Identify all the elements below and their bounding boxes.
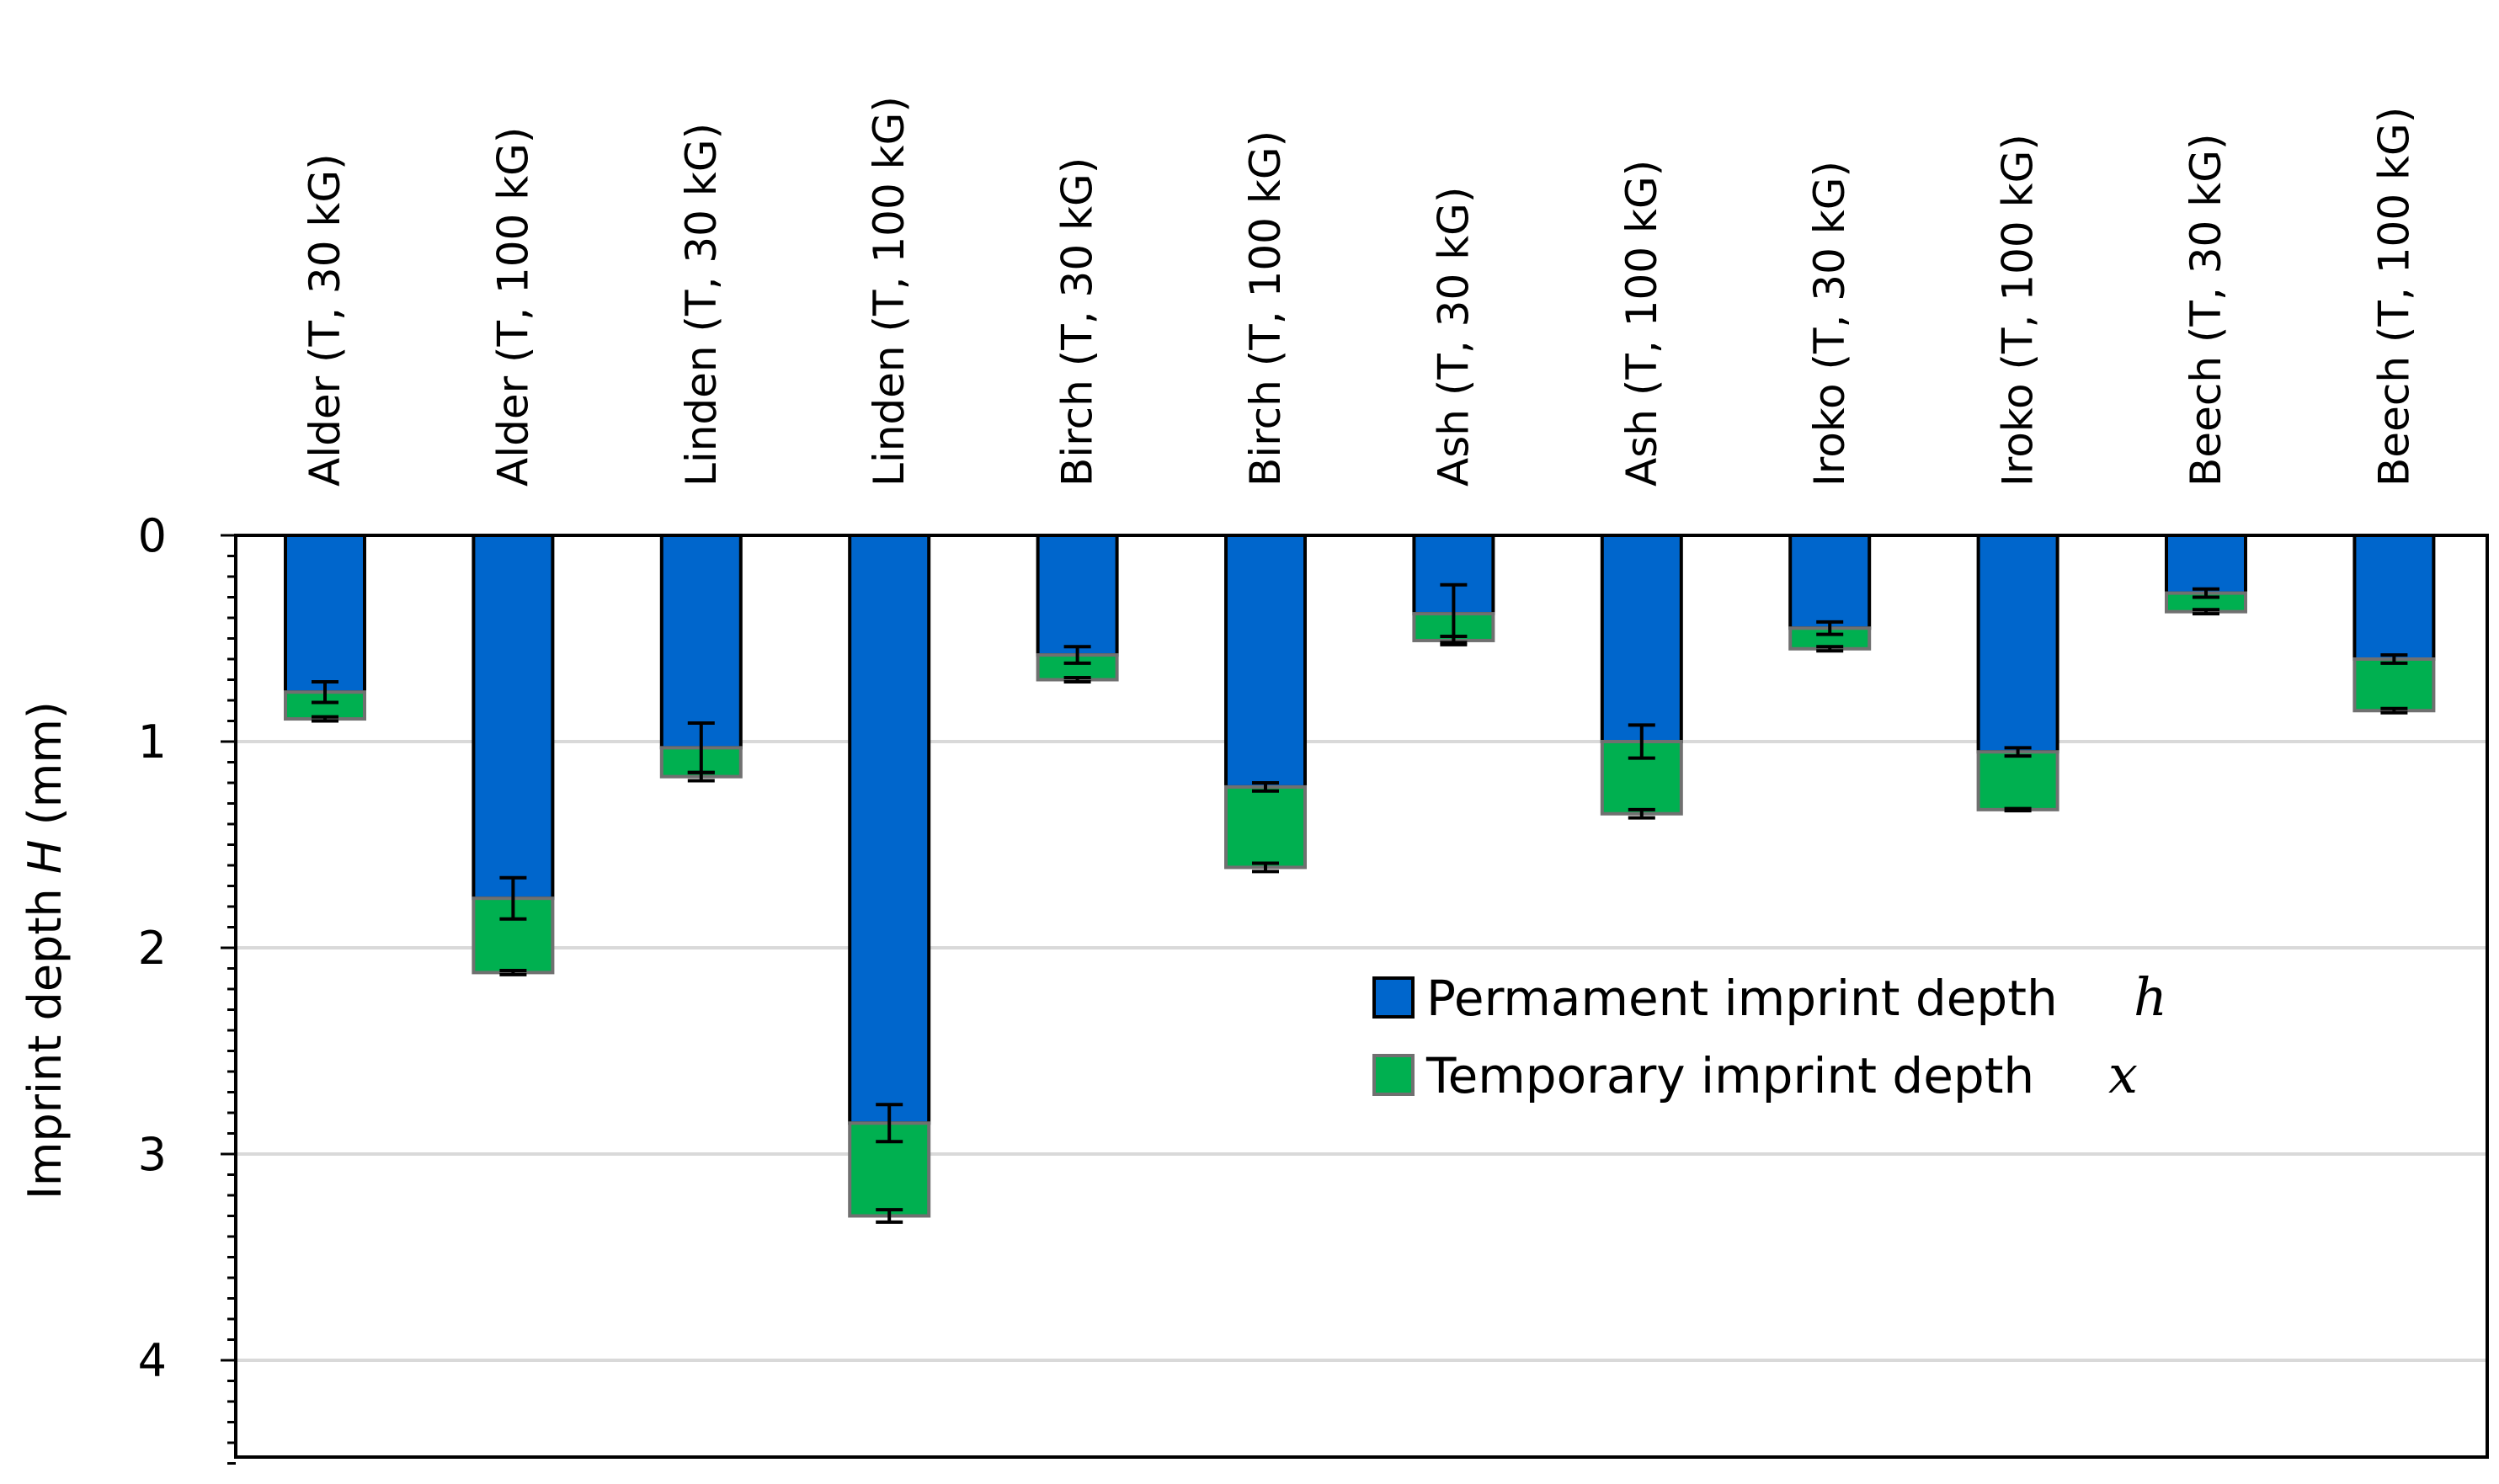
category-label-11: Beech (T, 100 kG) — [2369, 107, 2418, 487]
error-bars — [312, 582, 2408, 1224]
y-tick-label-4: 4 — [138, 1334, 167, 1387]
bar-permanent-10 — [2165, 534, 2247, 595]
error-bar-permanent-3 — [876, 1103, 903, 1144]
error-bar-total-6 — [1440, 635, 1468, 646]
error-bar-total-10 — [2193, 608, 2219, 616]
category-label-0: Alder (T, 30 kG) — [301, 153, 349, 487]
legend-swatch-temporary — [1372, 1054, 1415, 1096]
error-bar-total-11 — [2380, 706, 2408, 715]
error-bar-permanent-5 — [1252, 781, 1279, 793]
error-bar-total-7 — [1628, 807, 1655, 820]
bar-permanent-4 — [1036, 534, 1119, 657]
legend-symbol-x: x — [2108, 1044, 2138, 1105]
bar-permanent-0 — [284, 534, 366, 694]
bar-temporary-11 — [2352, 657, 2436, 713]
legend-symbol-h: h — [2134, 966, 2167, 1028]
error-bar-total-5 — [1252, 861, 1279, 874]
y-tick-label-3: 3 — [138, 1128, 167, 1181]
legend-swatch-permanent — [1372, 976, 1415, 1019]
y-axis: 0 1 2 3 4 — [138, 509, 236, 1465]
error-bar-total-4 — [1063, 676, 1091, 683]
y-tick-label-2: 2 — [138, 922, 167, 975]
category-label-3: Linden (T, 100 kG) — [865, 96, 914, 487]
plot-frame — [234, 534, 2489, 1459]
bar-temporary-5 — [1224, 785, 1307, 870]
y-tick-label-1: 1 — [138, 715, 167, 769]
legend: Permament imprint depth h Temporary impr… — [1372, 966, 2167, 1105]
error-bar-permanent-4 — [1063, 645, 1091, 665]
y-axis-title-unit: (mm) — [19, 701, 72, 840]
gridlines — [236, 740, 2487, 1362]
error-bar-permanent-10 — [2193, 587, 2219, 599]
error-bar-permanent-0 — [312, 679, 338, 705]
error-bar-total-3 — [876, 1208, 903, 1224]
legend-label-permanent: Permament imprint depth — [1426, 970, 2058, 1027]
y-tick-label-0: 0 — [138, 509, 167, 562]
bar-temporary-4 — [1036, 653, 1119, 682]
error-bar-total-1 — [499, 968, 527, 976]
bar-permanent-8 — [1788, 534, 1872, 630]
category-label-6: Ash (T, 30 kG) — [1429, 187, 1478, 487]
error-bar-permanent-11 — [2380, 653, 2408, 665]
y-axis-title-symbol: H — [19, 839, 72, 874]
error-bar-total-0 — [312, 715, 338, 723]
bar-permanent-11 — [2352, 534, 2436, 661]
bar-permanent-9 — [1976, 534, 2059, 754]
category-label-2: Linden (T, 30 kG) — [677, 123, 726, 487]
category-label-8: Iroko (T, 30 kG) — [1805, 161, 1854, 487]
error-bar-total-9 — [2004, 806, 2032, 813]
error-bar-permanent-9 — [2004, 746, 2032, 758]
bars — [284, 534, 2436, 1218]
error-bar-total-2 — [687, 770, 715, 783]
category-label-5: Birch (T, 100 kG) — [1241, 130, 1290, 487]
y-axis-title-text: Imprint depth — [19, 874, 72, 1199]
category-label-10: Beech (T, 30 kG) — [2182, 134, 2230, 487]
category-labels: Alder (T, 30 kG) Alder (T, 100 kG) Linden … — [301, 96, 2418, 487]
bar-temporary-9 — [1976, 750, 2059, 811]
bar-permanent-3 — [848, 534, 931, 1125]
legend-label-temporary: Temporary imprint depth — [1425, 1047, 2034, 1104]
category-label-4: Birch (T, 30 kG) — [1053, 157, 1102, 487]
category-label-7: Ash (T, 100 kG) — [1617, 160, 1666, 487]
error-bar-permanent-1 — [499, 875, 527, 921]
error-bar-permanent-7 — [1628, 723, 1655, 760]
category-label-1: Alder (T, 100 kG) — [488, 127, 537, 487]
error-bar-permanent-8 — [1816, 620, 1844, 636]
error-bar-total-8 — [1816, 645, 1844, 653]
category-label-9: Iroko (T, 100 kG) — [1994, 134, 2043, 487]
y-axis-title: Imprint depth H (mm) — [19, 701, 72, 1199]
bar-permanent-5 — [1224, 534, 1307, 789]
bar-permanent-7 — [1600, 534, 1683, 743]
bar-permanent-2 — [659, 534, 743, 750]
bar-permanent-1 — [472, 534, 555, 901]
